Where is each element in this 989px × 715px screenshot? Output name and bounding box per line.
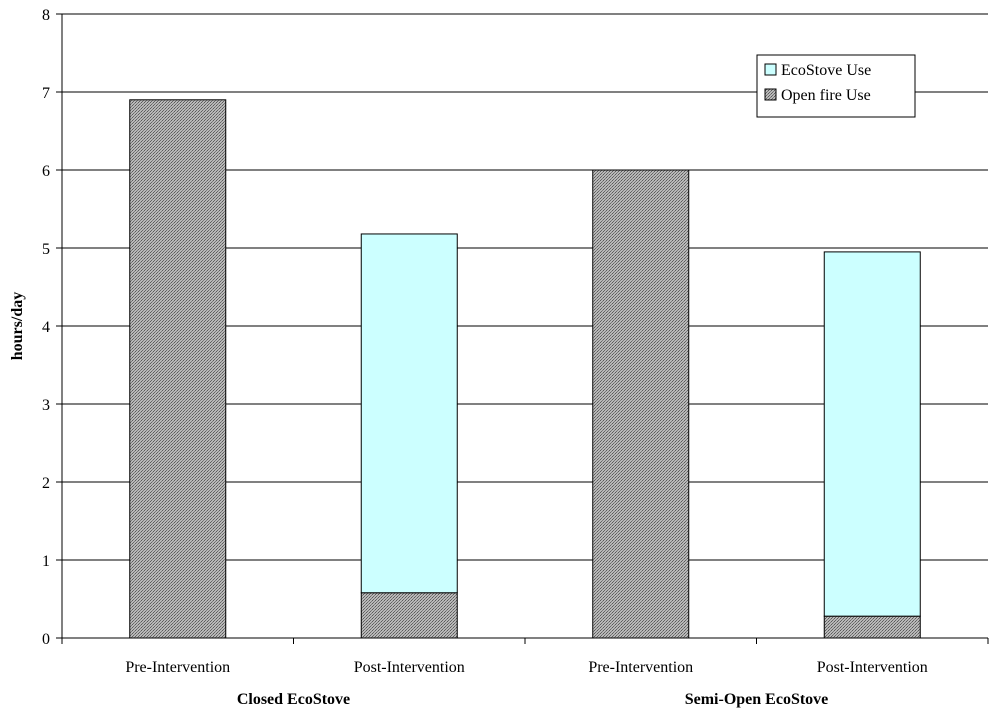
legend-swatch	[764, 88, 777, 101]
x-group-label: Closed EcoStove	[237, 691, 350, 708]
y-tick-label: 1	[42, 553, 50, 570]
bar-open-fire-1	[360, 592, 458, 639]
axis-labels: 0 1 2 3 4 5 6 7 8 Pre-Intervention Post-Interventi…	[9, 7, 928, 708]
legend-entry-label: EcoStove Use	[781, 62, 871, 79]
y-tick-label: 2	[42, 475, 50, 492]
bar-ecostove-1	[360, 233, 458, 594]
legend: EcoStove Use Open fire Use	[756, 54, 916, 118]
y-tick-label: 8	[42, 7, 50, 24]
x-category-label: Pre-Intervention	[125, 659, 230, 676]
legend-box	[756, 54, 916, 118]
axes	[56, 13, 989, 644]
x-category-label: Pre-Intervention	[588, 659, 693, 676]
x-category-label: Post-Intervention	[354, 659, 465, 676]
bar-open-fire-0	[129, 99, 227, 639]
bar-open-fire-3	[823, 615, 921, 639]
bars	[129, 99, 921, 639]
y-tick-label: 4	[42, 319, 50, 336]
y-tick-label: 6	[42, 163, 50, 180]
x-category-label: Post-Intervention	[817, 659, 928, 676]
legend-swatch	[764, 63, 777, 76]
y-tick-label: 5	[42, 241, 50, 258]
y-tick-label: 3	[42, 397, 50, 414]
bar-ecostove-3	[823, 251, 921, 617]
legend-entry-label: Open fire Use	[781, 87, 871, 104]
y-tick-label: 7	[42, 85, 50, 102]
bar-open-fire-2	[592, 169, 690, 639]
y-tick-label: 0	[42, 631, 50, 648]
x-group-label: Semi-Open EcoStove	[685, 691, 829, 708]
y-axis-title: hours/day	[9, 292, 26, 360]
